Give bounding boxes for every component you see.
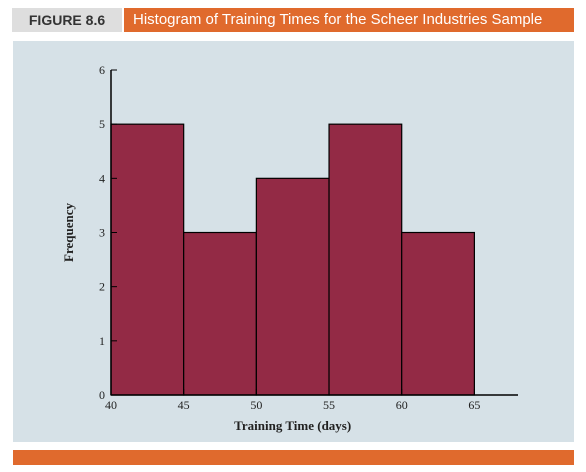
y-tick-label: 0 bbox=[99, 388, 105, 402]
histogram-bar bbox=[401, 231, 475, 396]
histogram-bar bbox=[255, 177, 330, 396]
x-tick-label: 60 bbox=[396, 398, 408, 412]
y-axis-label: Frequency bbox=[61, 203, 76, 262]
x-tick-label: 50 bbox=[250, 398, 262, 412]
x-tick-label: 45 bbox=[178, 398, 190, 412]
histogram-bar bbox=[110, 123, 185, 396]
y-tick-label: 1 bbox=[99, 334, 105, 348]
y-tick-label: 5 bbox=[99, 117, 105, 131]
x-tick-label: 65 bbox=[468, 398, 480, 412]
x-axis-label: Training Time (days) bbox=[234, 418, 351, 433]
y-tick-label: 4 bbox=[99, 171, 105, 185]
x-tick-label: 40 bbox=[105, 398, 117, 412]
y-tick-label: 2 bbox=[99, 280, 105, 294]
x-tick-label: 55 bbox=[323, 398, 335, 412]
bars-group bbox=[110, 123, 475, 396]
y-tick-label: 3 bbox=[99, 226, 105, 240]
figure-number: FIGURE 8.6 bbox=[12, 8, 122, 32]
bottom-accent-bar bbox=[13, 450, 574, 465]
y-tick-label: 6 bbox=[99, 63, 105, 77]
histogram-bar bbox=[328, 123, 403, 396]
figure-title: Histogram of Training Times for the Sche… bbox=[124, 8, 574, 32]
figure-header: FIGURE 8.6 Histogram of Training Times f… bbox=[0, 0, 586, 40]
histogram-bar bbox=[183, 231, 257, 396]
